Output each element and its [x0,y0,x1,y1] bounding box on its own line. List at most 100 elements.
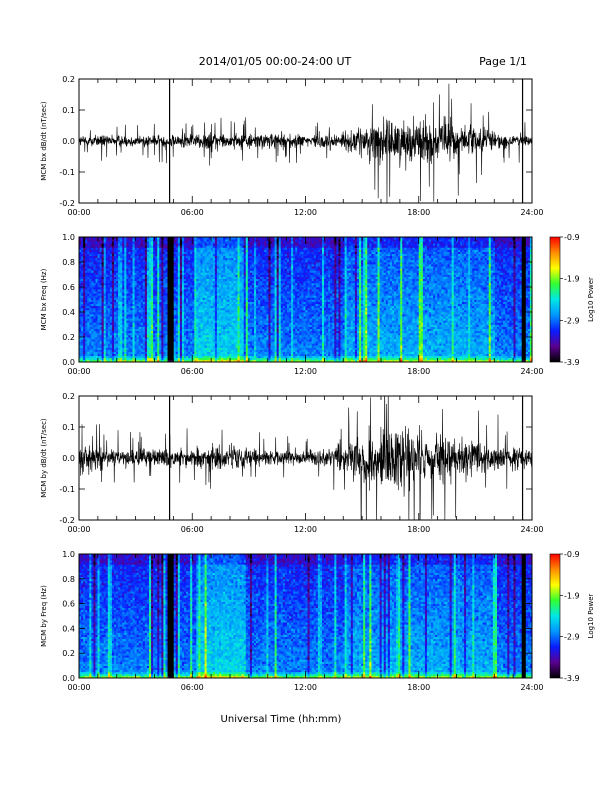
heatmap-cell [89,289,92,292]
heatmap-cell [105,247,109,250]
heatmap-cell [223,312,226,315]
heatmap-cell [210,341,214,344]
heatmap-cell [186,280,189,284]
heatmap-cell [116,289,119,292]
heatmap-cell [130,353,133,357]
heatmap-cell [173,347,177,350]
heatmap-cell [165,312,168,315]
heatmap-cell [157,293,160,296]
heatmap-cell [175,330,179,334]
heatmap-cell [219,295,222,298]
heatmap-cell [196,276,199,280]
heatmap-cell [153,257,156,261]
heatmap-cell [206,318,210,321]
heatmap-cell [93,241,96,244]
heatmap-cell [101,282,105,286]
heatmap-cell [83,297,86,300]
heatmap-cell [99,349,102,352]
heatmap-cell [83,355,86,359]
heatmap-cell [95,253,98,257]
heatmap-cell [99,337,102,340]
heatmap-cell [163,257,166,261]
heatmap-cell [169,278,173,282]
heatmap-cell [210,309,214,313]
heatmap-cell [109,272,113,275]
heatmap-cell [235,332,238,336]
heatmap-cell [241,268,245,271]
heatmap-cell [105,268,109,271]
heatmap-cell [126,264,129,267]
heatmap-cell [155,264,158,267]
heatmap-cell [171,284,175,288]
heatmap-cell [225,334,228,338]
heatmap-cell [142,247,146,250]
heatmap-cell [109,355,113,359]
heatmap-cell [227,322,230,325]
heatmap-cell [138,245,142,248]
heatmap-cell [91,312,94,315]
heatmap-cell [142,307,146,311]
heatmap-cell [149,239,152,242]
heatmap-cell [144,278,148,282]
heatmap-cell [186,247,189,250]
heatmap-cell [159,355,162,359]
heatmap-cell [120,341,123,344]
heatmap-cell [163,297,166,300]
heatmap-cell [79,343,82,346]
heatmap-cell [151,264,154,267]
heatmap-cell [118,343,121,346]
heatmap-cell [202,347,205,350]
heatmap-cell [171,334,175,338]
heatmap-cell [89,251,92,255]
heatmap-cell [206,239,210,242]
heatmap-cell [122,272,125,275]
heatmap-cell [95,316,98,319]
heatmap-cell [126,284,129,288]
heatmap-cell [186,291,189,294]
heatmap-cell [126,353,129,357]
heatmap-cell [153,305,156,309]
heatmap-cell [136,284,140,288]
heatmap-cell [132,237,135,240]
heatmap-cell [194,249,197,252]
heatmap-cell [184,295,187,298]
heatmap-cell [208,266,212,269]
heatmap-cell [206,307,210,311]
heatmap-cell [161,326,164,330]
heatmap-cell [206,282,210,286]
heatmap-cell [142,324,146,327]
heatmap-cell [149,328,152,332]
heatmap-cell [161,253,164,257]
heatmap-cell [188,357,191,361]
heatmap-cell [173,295,177,298]
heatmap-cell [159,255,162,259]
heatmap-cell [95,241,98,244]
heatmap-cell [210,330,214,334]
heatmap-cell [97,357,100,361]
heatmap-cell [190,353,193,357]
heatmap-cell [114,347,117,350]
heatmap-cell [239,359,243,362]
heatmap-cell [223,251,226,255]
heatmap-cell [159,299,162,302]
heatmap-cell [142,251,146,255]
heatmap-cell [202,259,205,263]
heatmap-cell [87,328,90,332]
heatmap-cell [79,272,82,275]
heatmap-cell [239,249,243,252]
heatmap-cell [132,241,135,244]
heatmap-cell [181,312,185,315]
heatmap-cell [109,318,113,321]
heatmap-cell [237,289,240,292]
heatmap-cell [233,297,236,300]
heatmap-cell [142,295,146,298]
heatmap-cell [243,247,247,250]
heatmap-cell [204,291,208,294]
heatmap-cell [109,339,113,342]
heatmap-cell [241,274,245,277]
heatmap-cell [151,247,154,250]
heatmap-cell [138,320,142,323]
heatmap-cell [188,353,191,357]
heatmap-cell [142,339,146,342]
heatmap-cell [114,339,117,342]
